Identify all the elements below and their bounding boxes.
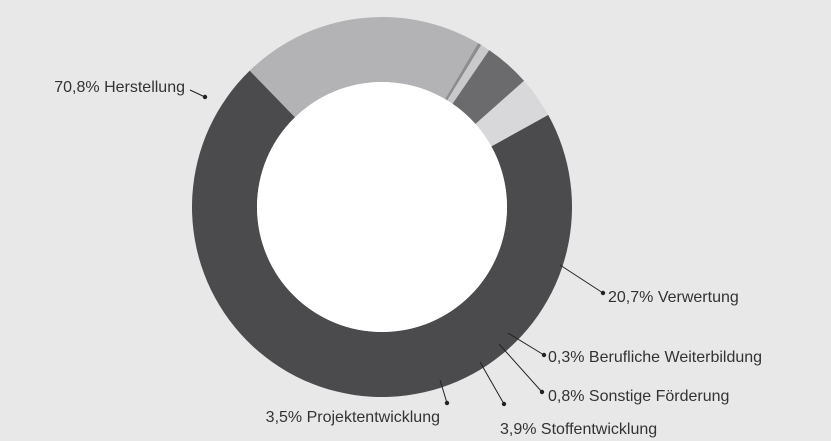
donut-segment bbox=[452, 50, 525, 125]
category-label: Sonstige Förderung bbox=[589, 388, 730, 405]
leader-dot bbox=[539, 389, 545, 395]
segment-label: 20,7% Verwertung bbox=[608, 289, 739, 306]
category-label: Verwertung bbox=[658, 289, 739, 306]
segment-label: 0,8% Sonstige Förderung bbox=[548, 388, 729, 405]
leader-line bbox=[479, 361, 505, 405]
category-label: Herstellung bbox=[104, 79, 185, 96]
leader-dot bbox=[501, 401, 507, 407]
segment-label: 3,9% Stoffentwicklung bbox=[500, 421, 657, 438]
leader-line bbox=[439, 379, 448, 404]
value-label: 0,3% bbox=[548, 349, 584, 366]
leader-line bbox=[498, 343, 543, 393]
segment-label: 3,5% Projektentwicklung bbox=[266, 409, 440, 426]
category-label: Stoffentwicklung bbox=[541, 421, 657, 438]
value-label: 20,7% bbox=[608, 289, 653, 306]
value-label: 3,9% bbox=[500, 421, 536, 438]
donut-segment bbox=[475, 80, 549, 147]
segment-label: 0,3% Berufliche Weiterbildung bbox=[548, 349, 762, 366]
segment-label: 70,8% Herstellung bbox=[54, 79, 185, 96]
donut-segment bbox=[192, 70, 573, 397]
leader-dot bbox=[600, 290, 606, 296]
leader-line bbox=[507, 332, 545, 356]
leader-dot bbox=[541, 352, 547, 358]
donut-segment bbox=[447, 44, 490, 104]
donut-hole bbox=[257, 82, 507, 332]
leader-dot bbox=[444, 400, 450, 406]
leader-dot bbox=[202, 94, 208, 100]
donut-segment bbox=[249, 16, 479, 118]
donut-segment bbox=[445, 43, 482, 101]
value-label: 0,8% bbox=[548, 388, 584, 405]
leader-line bbox=[559, 264, 604, 294]
value-label: 70,8% bbox=[54, 79, 99, 96]
category-label: Berufliche Weiterbildung bbox=[589, 349, 762, 366]
leader-line bbox=[189, 89, 206, 98]
category-label: Projektentwicklung bbox=[307, 409, 440, 426]
value-label: 3,5% bbox=[266, 409, 302, 426]
